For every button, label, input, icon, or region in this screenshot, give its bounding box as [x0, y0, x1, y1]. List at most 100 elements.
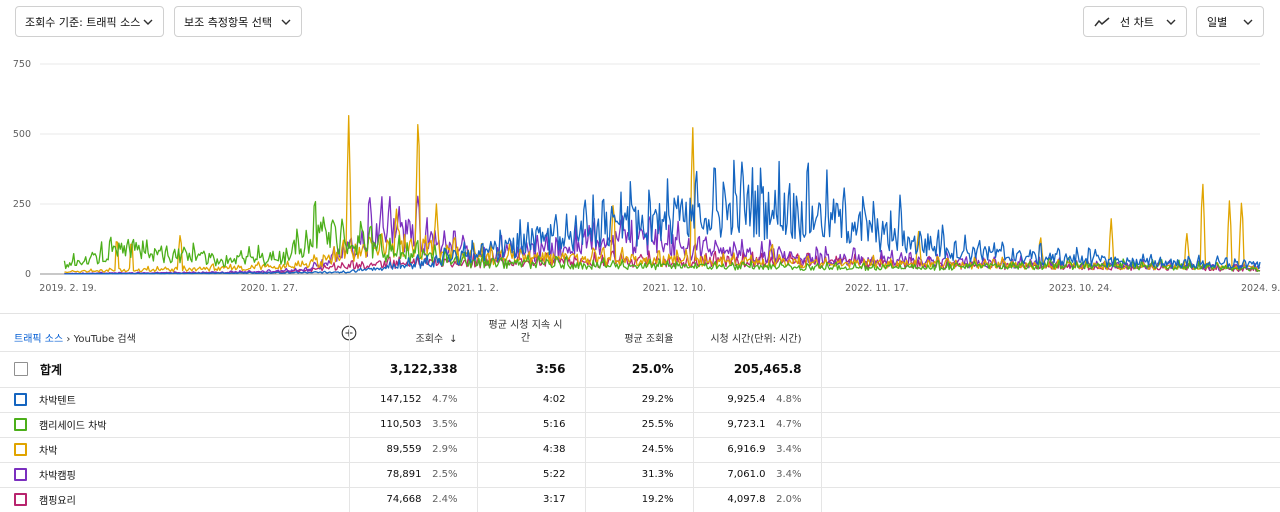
- total-watch-time: 205,465.8: [693, 351, 822, 388]
- row-watch-time-cell: 7,061.0 3.4%: [693, 462, 822, 488]
- table-filler: [821, 314, 1280, 352]
- chart-table-divider: [0, 313, 1280, 314]
- row-views-pct: 3.5%: [432, 419, 458, 430]
- total-avg-duration: 3:56: [477, 351, 586, 388]
- table-filler: [821, 462, 1280, 488]
- row-views-pct: 4.7%: [432, 394, 458, 405]
- row-views: 147,152: [380, 394, 422, 405]
- col-header-avg-duration[interactable]: 평균 시청 지속 시간: [477, 314, 586, 352]
- period-dropdown[interactable]: 일별: [1196, 6, 1264, 37]
- row-views-cell: 74,668 2.4%: [349, 487, 478, 512]
- secondary-metric-label: 보조 측정항목 선택: [184, 15, 272, 29]
- row-name: 차박캠핑: [39, 471, 76, 482]
- row-name: 차박텐트: [39, 396, 76, 407]
- x-tick-label: 2019. 2. 19.: [39, 283, 96, 294]
- x-tick-label: 2022. 11. 17.: [845, 283, 908, 294]
- row-views-cell: 89,559 2.9%: [349, 437, 478, 463]
- row-checkbox[interactable]: [14, 493, 27, 506]
- traffic-source-table: 트래픽 소스 › YouTube 검색 조회수 ↓ 평균 시청 지속 시간 평균 …: [0, 314, 1280, 512]
- row-checkbox[interactable]: [14, 393, 27, 406]
- x-tick-label: 2023. 10. 24.: [1049, 283, 1112, 294]
- row-views-pct: 2.9%: [432, 444, 458, 455]
- row-watch-pct: 4.8%: [776, 394, 802, 405]
- chevron-down-icon: [1166, 19, 1176, 25]
- table-filler: [821, 412, 1280, 438]
- x-tick-label: 2021. 1. 2.: [447, 283, 498, 294]
- total-checkbox[interactable]: [14, 362, 28, 376]
- chevron-down-icon: [1243, 19, 1253, 25]
- row-avg-percent: 29.2%: [585, 387, 694, 413]
- row-avg-percent: 19.2%: [585, 487, 694, 512]
- series-line: [64, 114, 1260, 274]
- col-header-avg-percent[interactable]: 평균 조회율: [585, 314, 694, 352]
- row-watch-time: 6,916.9: [727, 444, 766, 455]
- table-filler: [821, 437, 1280, 463]
- x-tick-label: 2021. 12. 10.: [643, 283, 706, 294]
- x-tick-label: 2024. 9. 30.: [1241, 283, 1280, 294]
- total-views: 3,122,338: [349, 351, 478, 388]
- row-avg-duration: 5:22: [477, 462, 586, 488]
- views-line-chart: 750 500 250 0 2019. 2. 19. 2020. 1. 27. 2021. …: [13, 59, 1280, 294]
- row-watch-time: 4,097.8: [727, 494, 766, 505]
- row-watch-pct: 3.4%: [776, 444, 802, 455]
- series-line: [64, 159, 1261, 275]
- row-checkbox[interactable]: [14, 443, 27, 456]
- breadcrumb-link[interactable]: 트래픽 소스: [14, 333, 64, 345]
- total-label: 합계: [40, 362, 63, 377]
- col-header-views[interactable]: 조회수 ↓: [349, 314, 478, 352]
- y-tick-label: 750: [13, 59, 31, 70]
- chart-type-dropdown[interactable]: 선 차트: [1083, 6, 1187, 37]
- row-views-pct: 2.5%: [432, 469, 458, 480]
- row-views: 110,503: [380, 419, 422, 430]
- metric-dropdown[interactable]: 조회수 기준: 트래픽 소스: [15, 6, 164, 37]
- table-filler: [821, 387, 1280, 413]
- row-watch-time-cell: 6,916.9 3.4%: [693, 437, 822, 463]
- row-views: 74,668: [386, 494, 422, 505]
- x-tick-label: 2020. 1. 27.: [241, 283, 298, 294]
- row-views-pct: 2.4%: [432, 494, 458, 505]
- row-watch-time: 9,723.1: [727, 419, 766, 430]
- row-checkbox[interactable]: [14, 468, 27, 481]
- table-header-row: 트래픽 소스 › YouTube 검색 조회수 ↓ 평균 시청 지속 시간 평균 …: [0, 314, 1280, 352]
- col-header-watch-time[interactable]: 시청 시간(단위: 시간): [693, 314, 822, 352]
- row-checkbox[interactable]: [14, 418, 27, 431]
- row-watch-time-cell: 9,723.1 4.7%: [693, 412, 822, 438]
- row-views-cell: 147,152 4.7%: [349, 387, 478, 413]
- row-avg-percent: 24.5%: [585, 437, 694, 463]
- row-watch-pct: 4.7%: [776, 419, 802, 430]
- table-row: 차박텐트 147,152 4.7% 4:02 29.2% 9,925.4 4.8%: [0, 387, 1280, 413]
- table-row: 캠핑요리 74,668 2.4% 3:17 19.2% 4,097.8 2.0%: [0, 487, 1280, 512]
- breadcrumb-current: YouTube 검색: [73, 333, 136, 345]
- row-avg-duration: 3:17: [477, 487, 586, 512]
- row-avg-percent: 25.5%: [585, 412, 694, 438]
- secondary-metric-dropdown[interactable]: 보조 측정항목 선택: [174, 6, 302, 37]
- col-header-avg-percent-label: 평균 조회율: [624, 333, 674, 345]
- total-row: 합계 3,122,338 3:56 25.0% 205,465.8: [0, 351, 1280, 388]
- sort-down-icon: ↓: [449, 333, 458, 345]
- row-name-cell: 차박: [0, 437, 350, 463]
- row-name-cell: 차박텐트: [0, 387, 350, 413]
- row-watch-pct: 2.0%: [776, 494, 802, 505]
- row-watch-time: 9,925.4: [727, 394, 766, 405]
- line-chart-icon: [1094, 16, 1110, 26]
- row-watch-time: 7,061.0: [727, 469, 766, 480]
- table-row: 차박 89,559 2.9% 4:38 24.5% 6,916.9 3.4%: [0, 437, 1280, 463]
- row-views: 78,891: [386, 469, 422, 480]
- row-avg-duration: 4:38: [477, 437, 586, 463]
- row-name: 차박: [39, 446, 58, 457]
- table-row: 차박캠핑 78,891 2.5% 5:22 31.3% 7,061.0 3.4%: [0, 462, 1280, 488]
- row-views-cell: 110,503 3.5%: [349, 412, 478, 438]
- col-header-views-label: 조회수: [415, 333, 444, 345]
- row-name-cell: 차박캠핑: [0, 462, 350, 488]
- series-line: [63, 200, 1261, 272]
- total-name-cell: 합계: [0, 351, 350, 388]
- row-name: 캠핑요리: [39, 496, 76, 507]
- row-watch-pct: 3.4%: [776, 469, 802, 480]
- table-row: 캠리세이드 차박 110,503 3.5% 5:16 25.5% 9,723.1 4…: [0, 412, 1280, 438]
- table-filler: [821, 351, 1280, 388]
- chevron-right-icon: ›: [66, 333, 71, 345]
- breadcrumb: 트래픽 소스 › YouTube 검색: [0, 314, 350, 352]
- row-views-cell: 78,891 2.5%: [349, 462, 478, 488]
- row-avg-duration: 5:16: [477, 412, 586, 438]
- row-watch-time-cell: 4,097.8 2.0%: [693, 487, 822, 512]
